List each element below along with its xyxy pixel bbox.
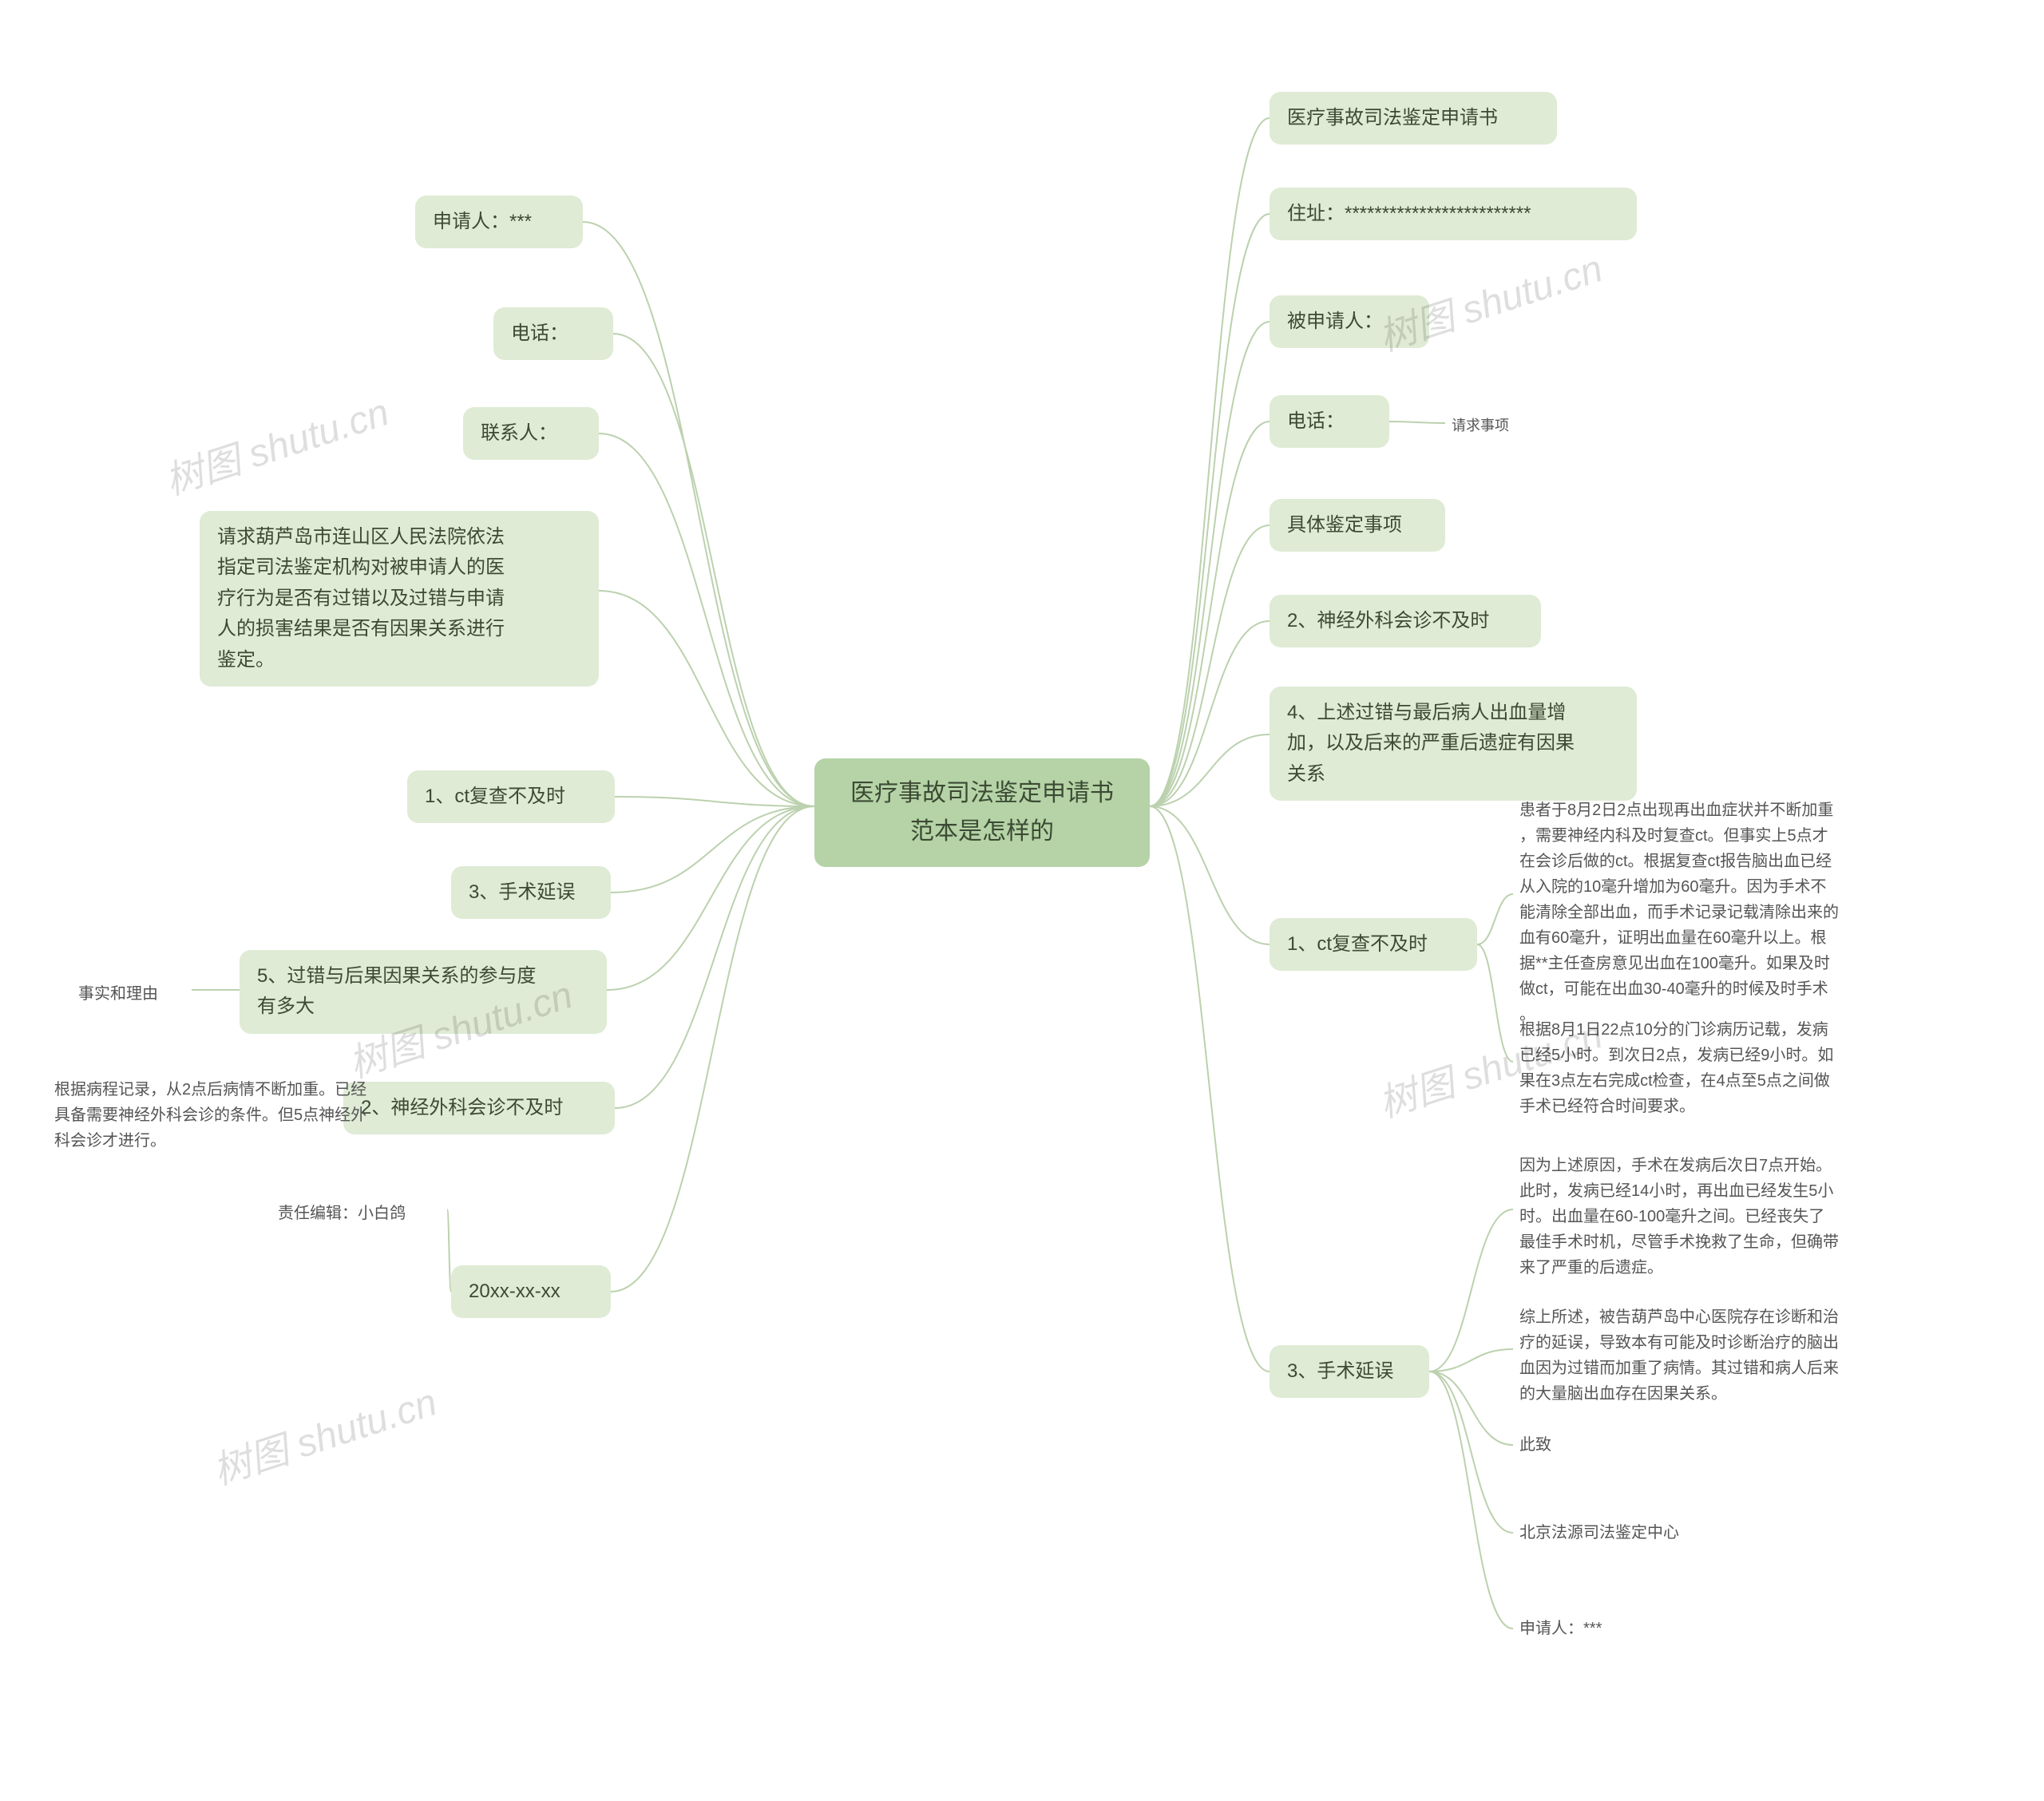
node-label: 1、ct复查不及时 — [425, 782, 565, 812]
node-label: 3、手术延误 — [1287, 1356, 1393, 1387]
mindmap-canvas: 医疗事故司法鉴定申请书 范本是怎样的 医疗事故司法鉴定申请书住址：********… — [0, 0, 2044, 1801]
node-r8[interactable]: 1、ct复查不及时 — [1270, 918, 1477, 971]
node-label: 4、上述过错与最后病人出血量增 加，以及后来的严重后遗症有因果 关系 — [1287, 698, 1575, 790]
node-label: 根据病程记录，从2点后病情不断加重。已经 具备需要神经外科会诊的条件。但5点神经… — [54, 1077, 366, 1154]
node-r9e[interactable]: 申请人：*** — [1513, 1613, 1657, 1645]
node-label: 具体鉴定事项 — [1287, 510, 1402, 540]
node-label: 医疗事故司法鉴定申请书 — [1287, 103, 1498, 133]
node-l2[interactable]: 电话： — [493, 307, 613, 360]
node-r3[interactable]: 被申请人： — [1270, 295, 1429, 348]
node-label: 住址：************************* — [1287, 199, 1531, 229]
node-label: 责任编辑：小白鸽 — [278, 1201, 406, 1226]
node-l5[interactable]: 1、ct复查不及时 — [407, 770, 615, 823]
node-r5[interactable]: 具体鉴定事项 — [1270, 499, 1445, 552]
node-l6[interactable]: 3、手术延误 — [451, 866, 611, 919]
node-label: 请求事项 — [1452, 414, 1509, 437]
node-l7a[interactable]: 事实和理由 — [72, 978, 192, 1010]
node-label: 综上所述，被告葫芦岛中心医院存在诊断和治 疗的延误，导致本有可能及时诊断治疗的脑… — [1519, 1304, 1839, 1407]
node-r8b[interactable]: 根据8月1日22点10分的门诊病历记载，发病 已经5小时。到次日2点，发病已经9… — [1513, 1014, 1956, 1122]
node-label: 申请人：*** — [1519, 1616, 1602, 1641]
node-r4[interactable]: 电话： — [1270, 395, 1389, 448]
watermark: 树图 shutu.cn — [156, 381, 394, 505]
node-r9b[interactable]: 综上所述，被告葫芦岛中心医院存在诊断和治 疗的延误，导致本有可能及时诊断治疗的脑… — [1513, 1301, 1956, 1410]
node-r8a[interactable]: 患者于8月2日2点出现再出血症状并不断加重 ，需要神经内科及时复查ct。但事实上… — [1513, 794, 1956, 1031]
node-label: 事实和理由 — [78, 981, 158, 1007]
node-label: 被申请人： — [1287, 307, 1383, 337]
node-r4a[interactable]: 请求事项 — [1445, 411, 1549, 441]
node-l9a[interactable]: 责任编辑：小白鸽 — [271, 1197, 447, 1229]
node-l1[interactable]: 申请人：*** — [415, 196, 583, 248]
node-r9[interactable]: 3、手术延误 — [1270, 1345, 1429, 1398]
node-r6[interactable]: 2、神经外科会诊不及时 — [1270, 595, 1541, 647]
node-label: 电话： — [511, 319, 568, 349]
node-r9a[interactable]: 因为上述原因，手术在发病后次日7点开始。 此时，发病已经14小时，再出血已经发生… — [1513, 1150, 1956, 1284]
node-label: 电话： — [1287, 406, 1345, 437]
node-l8a[interactable]: 根据病程记录，从2点后病情不断加重。已经 具备需要神经外科会诊的条件。但5点神经… — [48, 1074, 507, 1157]
node-label: 请求葫芦岛市连山区人民法院依法 指定司法鉴定机构对被申请人的医 疗行为是否有过错… — [217, 522, 505, 675]
node-label: 5、过错与后果因果关系的参与度 有多大 — [257, 961, 536, 1023]
node-l7[interactable]: 5、过错与后果因果关系的参与度 有多大 — [240, 950, 607, 1034]
node-label: 北京法源司法鉴定中心 — [1519, 1520, 1679, 1546]
node-label: 20xx-xx-xx — [469, 1277, 561, 1307]
watermark: 树图 shutu.cn — [204, 1371, 442, 1495]
node-label: 申请人：*** — [433, 207, 532, 237]
node-r9c[interactable]: 此致 — [1513, 1429, 1593, 1461]
node-label: 此致 — [1519, 1432, 1551, 1458]
node-r1[interactable]: 医疗事故司法鉴定申请书 — [1270, 92, 1557, 144]
node-l3[interactable]: 联系人： — [463, 407, 599, 460]
node-r9d[interactable]: 北京法源司法鉴定中心 — [1513, 1517, 1753, 1549]
node-label: 联系人： — [481, 418, 557, 449]
node-label: 2、神经外科会诊不及时 — [1287, 606, 1489, 636]
node-l9[interactable]: 20xx-xx-xx — [451, 1265, 611, 1318]
node-label: 根据8月1日22点10分的门诊病历记载，发病 已经5小时。到次日2点，发病已经9… — [1519, 1017, 1833, 1119]
node-label: 患者于8月2日2点出现再出血症状并不断加重 ，需要神经内科及时复查ct。但事实上… — [1519, 798, 1839, 1027]
node-l4[interactable]: 请求葫芦岛市连山区人民法院依法 指定司法鉴定机构对被申请人的医 疗行为是否有过错… — [200, 511, 599, 687]
node-c0[interactable]: 医疗事故司法鉴定申请书 范本是怎样的 — [814, 758, 1150, 867]
node-label: 医疗事故司法鉴定申请书 范本是怎样的 — [850, 774, 1114, 851]
node-label: 1、ct复查不及时 — [1287, 929, 1428, 960]
node-label: 3、手术延误 — [469, 877, 575, 908]
node-label: 因为上述原因，手术在发病后次日7点开始。 此时，发病已经14小时，再出血已经发生… — [1519, 1153, 1839, 1280]
node-r2[interactable]: 住址：************************* — [1270, 188, 1637, 240]
node-r7[interactable]: 4、上述过错与最后病人出血量增 加，以及后来的严重后遗症有因果 关系 — [1270, 687, 1637, 801]
